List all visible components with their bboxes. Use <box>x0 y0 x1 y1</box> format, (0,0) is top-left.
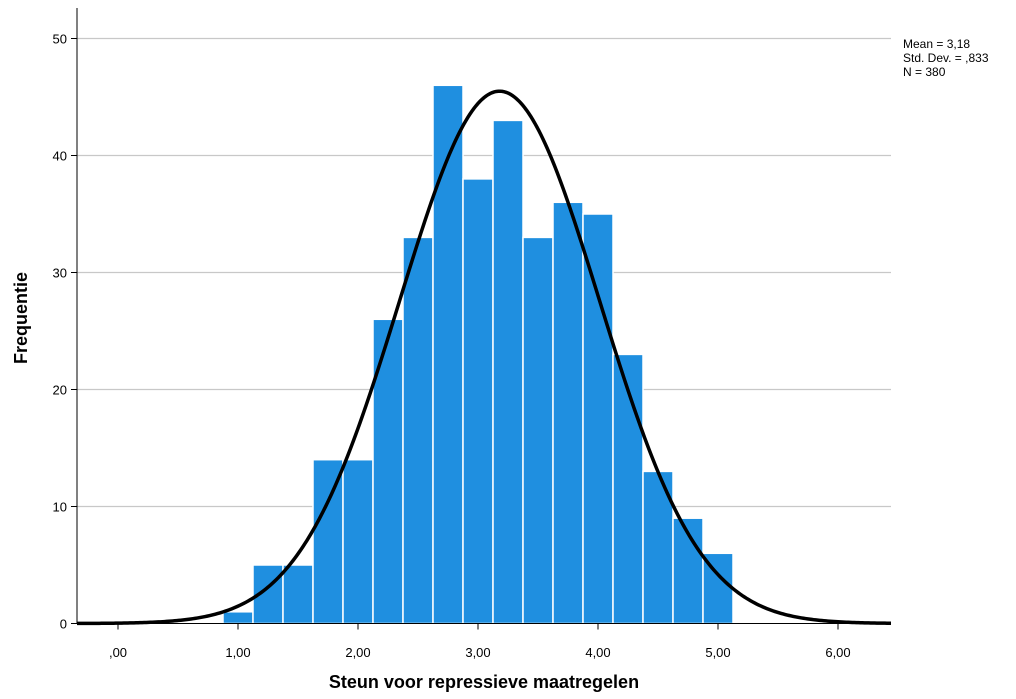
y-tick-label: 30 <box>53 266 67 281</box>
y-axis-ticks: 0 10 20 30 40 50 <box>53 32 77 632</box>
histogram-bar <box>312 458 344 625</box>
y-tick-label: 50 <box>53 32 67 47</box>
histogram-bar <box>702 552 734 625</box>
histogram-bar <box>372 318 404 625</box>
normal-curve <box>76 89 892 626</box>
stats-std-dev: Std. Dev. = ,833 <box>903 51 989 65</box>
y-tick-label: 10 <box>53 500 67 515</box>
stats-n: N = 380 <box>903 65 946 79</box>
y-axis-title: Frequentie <box>11 272 31 364</box>
histogram-bar <box>552 201 584 625</box>
x-tick-label: 3,00 <box>465 645 490 660</box>
histogram-bars <box>222 84 734 625</box>
histogram-bar <box>462 178 494 625</box>
y-tick-label: 20 <box>53 383 67 398</box>
x-tick-label: 4,00 <box>585 645 610 660</box>
histogram-bar <box>222 611 254 625</box>
stats-box: Mean = 3,18 Std. Dev. = ,833 N = 380 <box>903 37 989 79</box>
x-tick-label: 5,00 <box>705 645 730 660</box>
histogram-bar <box>282 564 314 625</box>
y-tick-label: 40 <box>53 149 67 164</box>
x-axis-title: Steun voor repressieve maatregelen <box>329 672 639 692</box>
x-tick-label: 6,00 <box>825 645 850 660</box>
histogram-bar <box>522 236 554 625</box>
x-tick-label: 2,00 <box>345 645 370 660</box>
histogram-bar <box>432 84 464 625</box>
y-tick-label: 0 <box>60 617 67 632</box>
histogram-bar <box>342 458 374 625</box>
x-axis-ticks: ,00 1,00 2,00 3,00 4,00 5,00 6,00 <box>109 623 851 660</box>
histogram-bar <box>582 213 614 625</box>
x-tick-label: ,00 <box>109 645 127 660</box>
x-tick-label: 1,00 <box>225 645 250 660</box>
histogram-bar <box>492 119 524 625</box>
histogram-bar <box>402 236 434 625</box>
stats-mean: Mean = 3,18 <box>903 37 970 51</box>
